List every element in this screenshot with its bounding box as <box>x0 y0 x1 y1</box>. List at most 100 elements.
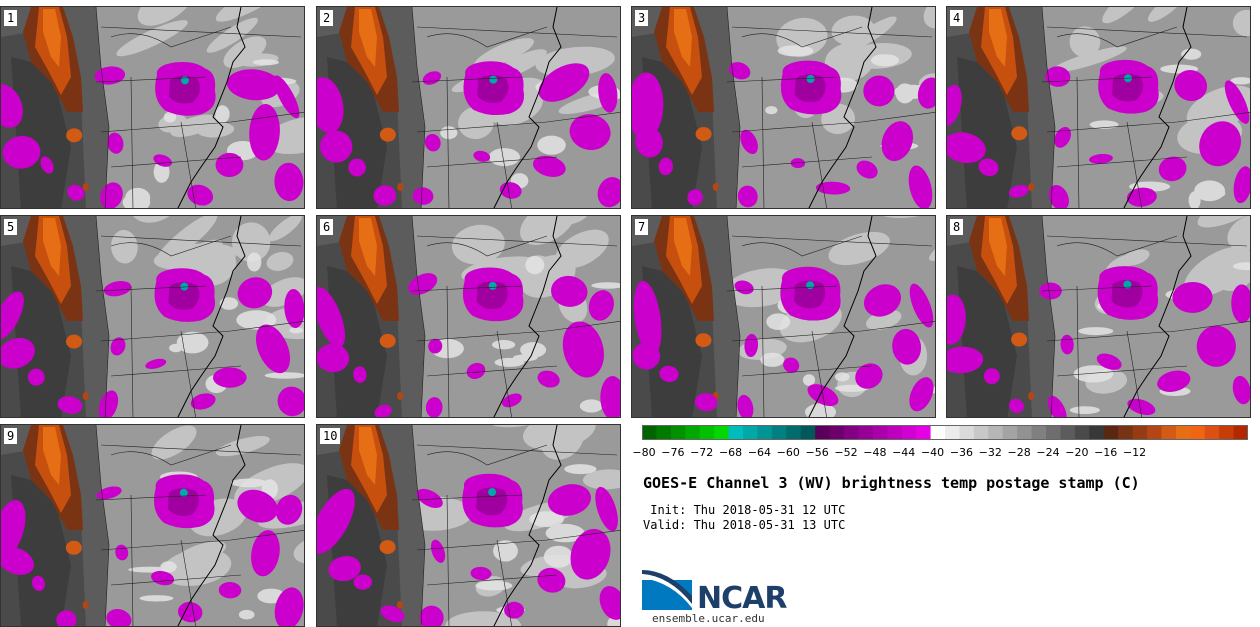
cold-cloud-layer <box>1 268 304 417</box>
colorbar-bin <box>901 425 917 440</box>
warm-spot <box>695 126 712 141</box>
state-boundaries <box>1041 7 1250 208</box>
colorbar-tick-label: −56 <box>805 446 829 459</box>
warm-spot <box>65 334 82 349</box>
coastline <box>177 425 246 626</box>
colorbar <box>642 425 1248 440</box>
water-vapor-map <box>317 216 620 417</box>
colorbar-bin <box>829 425 845 440</box>
colorbar-tick-label: −52 <box>834 446 858 459</box>
panel-number: 1 <box>4 10 18 26</box>
valid-time: Valid: Thu 2018-05-31 13 UTC <box>643 518 846 532</box>
coastline <box>177 7 246 208</box>
colorbar-tick-label: −76 <box>661 446 685 459</box>
cold-cloud-layer <box>1 62 304 208</box>
colorbar-bin <box>757 425 773 440</box>
cold-cloud-core <box>476 487 508 516</box>
state-boundaries <box>411 7 620 208</box>
colorbar-bin <box>1103 425 1119 440</box>
colorbar-bin <box>714 425 730 440</box>
colorbar-tick-label: −20 <box>1065 446 1089 459</box>
colorbar-bin <box>988 425 1004 440</box>
warm-plume-core <box>359 9 377 67</box>
cold-cloud-layer <box>317 61 620 208</box>
map-panel-4: 4 <box>946 6 1251 209</box>
map-panel-6: 6 <box>316 215 621 418</box>
coldest-cloud-top <box>488 488 497 497</box>
cold-cloud-core <box>168 282 200 310</box>
water-vapor-map <box>317 425 620 626</box>
water-vapor-map <box>1 216 304 417</box>
warm-spot-small <box>82 183 89 191</box>
colorbar-bin <box>1046 425 1062 440</box>
colorbar-bin <box>959 425 975 440</box>
colorbar-bin <box>1190 425 1206 440</box>
map-panel-5: 5 <box>0 215 305 418</box>
colorbar-tick-label: −32 <box>978 446 1002 459</box>
water-vapor-map <box>632 216 935 417</box>
cold-cloud-layer <box>632 60 935 208</box>
colorbar-bin <box>1118 425 1134 440</box>
warm-spot <box>695 333 712 348</box>
colorbar-bin <box>1060 425 1076 440</box>
coldest-cloud-top <box>489 75 498 84</box>
coldest-cloud-top <box>488 281 497 290</box>
colorbar-bin <box>728 425 744 440</box>
colorbar-tick-label: −48 <box>863 446 887 459</box>
colorbar-bin <box>1219 425 1235 440</box>
warm-plume-core <box>674 218 692 276</box>
coldest-cloud-top <box>806 281 815 290</box>
water-vapor-map <box>947 216 1250 417</box>
colorbar-bin <box>916 425 932 440</box>
warm-spot <box>66 128 83 143</box>
colorbar-tick-label: −64 <box>747 446 772 459</box>
colorbar-bin <box>930 425 946 440</box>
state-boundaries <box>726 216 935 417</box>
colorbar-bin <box>887 425 903 440</box>
coastline <box>1123 7 1192 208</box>
colorbar-tick-label: −12 <box>1122 446 1147 459</box>
warm-spot-small <box>82 601 89 609</box>
dry-band-darkest <box>11 266 71 417</box>
website-url: ensemble.ucar.edu <box>652 612 765 625</box>
warm-plume-core <box>674 9 692 67</box>
panel-number: 10 <box>320 428 341 444</box>
panel-number: 6 <box>320 219 334 235</box>
coastline <box>1123 216 1192 417</box>
colorbar-tick-label: −68 <box>718 446 743 459</box>
colorbar-tick-label: −40 <box>920 446 945 459</box>
map-panel-1: 1 <box>0 6 305 209</box>
cold-cloud-layer <box>947 266 1250 417</box>
panel-number: 3 <box>635 10 649 26</box>
colorbar-bin <box>1233 425 1248 440</box>
colorbar-bin <box>699 425 715 440</box>
panel-number: 9 <box>4 428 18 444</box>
colorbar-tick-label: −28 <box>1007 446 1031 459</box>
colorbar-bin <box>642 425 658 440</box>
colorbar-bin <box>1017 425 1033 440</box>
colorbar-bin <box>1161 425 1177 440</box>
warm-spot-small <box>82 392 89 400</box>
colorbar-bin <box>872 425 888 440</box>
cold-cloud-core <box>794 74 826 103</box>
dry-band-darkest <box>11 57 71 208</box>
colorbar-bin <box>670 425 686 440</box>
coastline <box>808 216 877 417</box>
warm-spot-small <box>712 183 719 191</box>
dry-band-darkest <box>11 475 71 626</box>
state-boundaries <box>726 7 935 208</box>
water-vapor-map <box>632 7 935 208</box>
colorbar-tick-label: −72 <box>690 446 714 459</box>
warm-spot-small <box>1028 392 1035 400</box>
state-boundaries <box>411 425 620 626</box>
colorbar-bin <box>771 425 787 440</box>
warm-plume-core <box>43 427 61 485</box>
very-moist-layer <box>1089 48 1250 208</box>
colorbar-bin <box>1031 425 1047 440</box>
cold-cloud-layer <box>1 474 304 626</box>
map-panel-3: 3 <box>631 6 936 209</box>
colorbar-bin <box>973 425 989 440</box>
water-vapor-map <box>947 7 1250 208</box>
init-time: Init: Thu 2018-05-31 12 UTC <box>643 503 846 517</box>
state-boundaries <box>1041 216 1250 417</box>
